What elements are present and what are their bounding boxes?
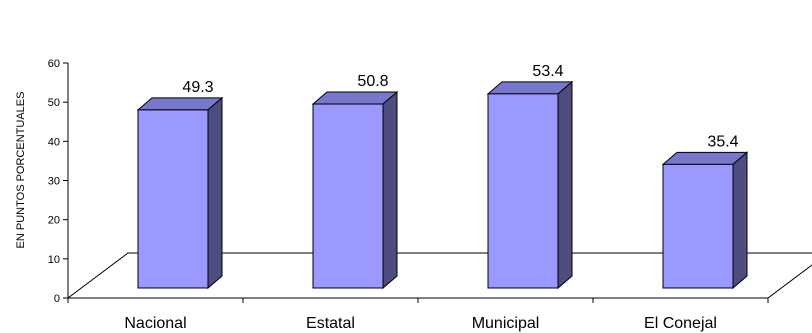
bar	[486, 80, 574, 290]
data-label: 49.3	[182, 79, 213, 96]
bar-side-face	[732, 151, 748, 290]
data-labels: 49.3 50.8 53.4 35.4	[182, 63, 738, 151]
y-tick-label: 20	[48, 215, 60, 227]
data-label: 35.4	[707, 133, 738, 150]
bar-side-face	[557, 80, 573, 290]
bar	[136, 96, 224, 290]
data-label: 50.8	[357, 73, 388, 90]
bar	[661, 151, 749, 290]
bar-front-face	[137, 109, 209, 289]
y-tick-label: 40	[48, 136, 60, 148]
bar-front-face	[662, 163, 734, 289]
data-label: 53.4	[532, 63, 563, 80]
y-axis: 0 10 20 30 40 50 60	[48, 58, 69, 305]
bar-side-face	[382, 90, 398, 290]
x-axis: Nacional Estatal Municipal El Conejal	[67, 297, 769, 332]
bar	[311, 90, 399, 290]
bar-front-face	[487, 93, 559, 289]
x-tick-label: Nacional	[124, 315, 186, 332]
y-tick-label: 30	[48, 176, 60, 188]
y-tick-label: 0	[54, 293, 60, 305]
y-tick-label: 50	[48, 97, 60, 109]
bar-front-face	[312, 103, 384, 289]
y-tick-label: 60	[48, 58, 60, 70]
y-axis-title: EN PUNTOS PORCENTUALES	[15, 92, 27, 249]
x-tick-label: Estatal	[306, 315, 355, 332]
x-tick-label: El Conejal	[644, 315, 717, 332]
bar-side-face	[207, 96, 223, 290]
bars	[136, 80, 749, 290]
y-tick-label: 10	[48, 254, 60, 266]
x-tick-label: Municipal	[472, 315, 540, 332]
